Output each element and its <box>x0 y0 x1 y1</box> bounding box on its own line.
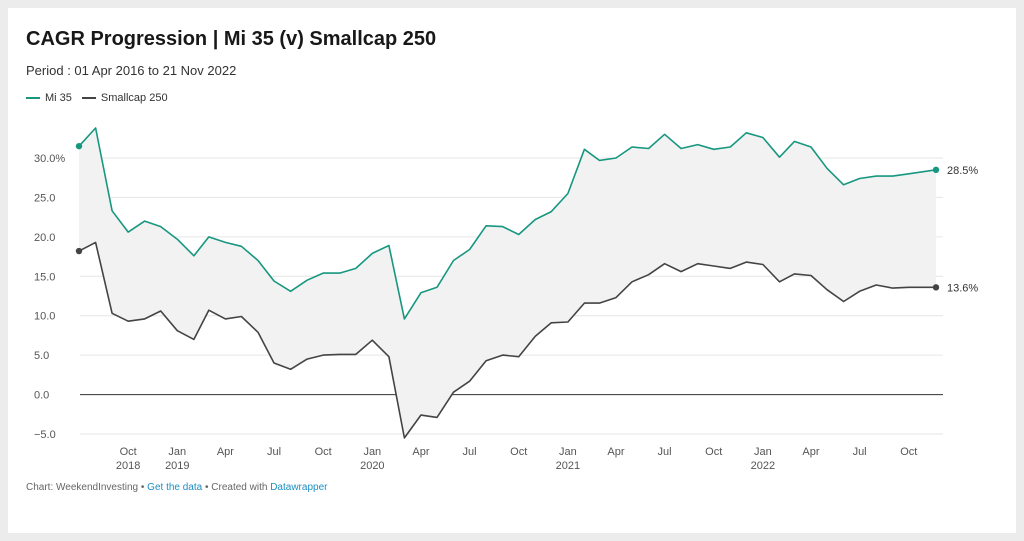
x-tick-label: Oct <box>705 446 722 458</box>
x-tick-label: Jan <box>168 446 186 458</box>
x-tick-year-label: 2020 <box>360 460 384 472</box>
x-tick-year-label: 2019 <box>165 460 189 472</box>
x-tick-year-label: 2021 <box>556 460 580 472</box>
x-tick-label: Jul <box>463 446 477 458</box>
x-tick-label: Jul <box>267 446 281 458</box>
x-tick-year-label: 2018 <box>116 460 140 472</box>
x-tick-label: Oct <box>315 446 332 458</box>
legend-label-mi35: Mi 35 <box>45 92 72 104</box>
series-start-point-smallcap-250 <box>75 247 83 255</box>
chart-title: CAGR Progression | Mi 35 (v) Smallcap 25… <box>26 28 437 50</box>
x-tick-label: Oct <box>900 446 917 458</box>
y-tick-label: 5.0 <box>34 350 49 362</box>
legend-item-smallcap: Smallcap 250 <box>81 92 168 104</box>
legend-swatch-smallcap <box>81 97 96 99</box>
y-tick-label: 25.0 <box>34 192 55 204</box>
x-tick-label: Apr <box>412 446 429 458</box>
series-line-smallcap-250 <box>78 241 936 439</box>
chart-footer: Chart: WeekendInvesting • Get the data •… <box>26 482 327 493</box>
y-tick-label: 30.0% <box>34 153 65 165</box>
series-line-mi35 <box>78 127 937 320</box>
x-tick-label: Jul <box>658 446 672 458</box>
x-tick-label: Oct <box>120 446 137 458</box>
x-tick-label: Jan <box>754 446 772 458</box>
y-tick-label: 0.0 <box>34 390 49 402</box>
x-tick-label: Oct <box>510 446 527 458</box>
x-tick-label: Jul <box>853 446 867 458</box>
footer-source: Chart: WeekendInvesting <box>26 482 139 493</box>
legend-swatch-mi35 <box>26 97 40 99</box>
series-end-point-mi35 <box>932 166 940 174</box>
chart-subtitle: Period : 01 Apr 2016 to 21 Nov 2022 <box>26 63 237 78</box>
x-tick-label: Apr <box>217 446 234 458</box>
footer-separator: • <box>138 482 148 493</box>
series-end-point-smallcap-250 <box>932 284 940 291</box>
x-tick-label: Jan <box>559 446 577 458</box>
x-tick-label: Jan <box>363 446 381 458</box>
end-value-label-smallcap-250: 13.6% <box>947 282 978 294</box>
x-tick-label: Apr <box>802 446 819 458</box>
end-value-label-mi35: 28.5% <box>947 165 978 177</box>
x-tick-label: Apr <box>607 446 624 458</box>
datawrapper-link[interactable]: Datawrapper <box>270 482 328 493</box>
y-tick-label: 15.0 <box>34 271 55 283</box>
x-tick-year-label: 2022 <box>751 460 775 472</box>
footer-created-with: • Created with <box>202 482 271 493</box>
y-tick-label: −5.0 <box>34 429 56 441</box>
y-tick-label: 10.0 <box>34 311 55 323</box>
legend-item-mi35: Mi 35 <box>26 92 72 104</box>
legend: Mi 35 Smallcap 250 <box>26 92 178 104</box>
series-start-point-mi35 <box>75 142 83 150</box>
get-the-data-link[interactable]: Get the data <box>147 482 203 493</box>
series-gap-area <box>79 128 936 438</box>
y-tick-label: 20.0 <box>34 232 55 244</box>
legend-label-smallcap: Smallcap 250 <box>100 92 168 104</box>
